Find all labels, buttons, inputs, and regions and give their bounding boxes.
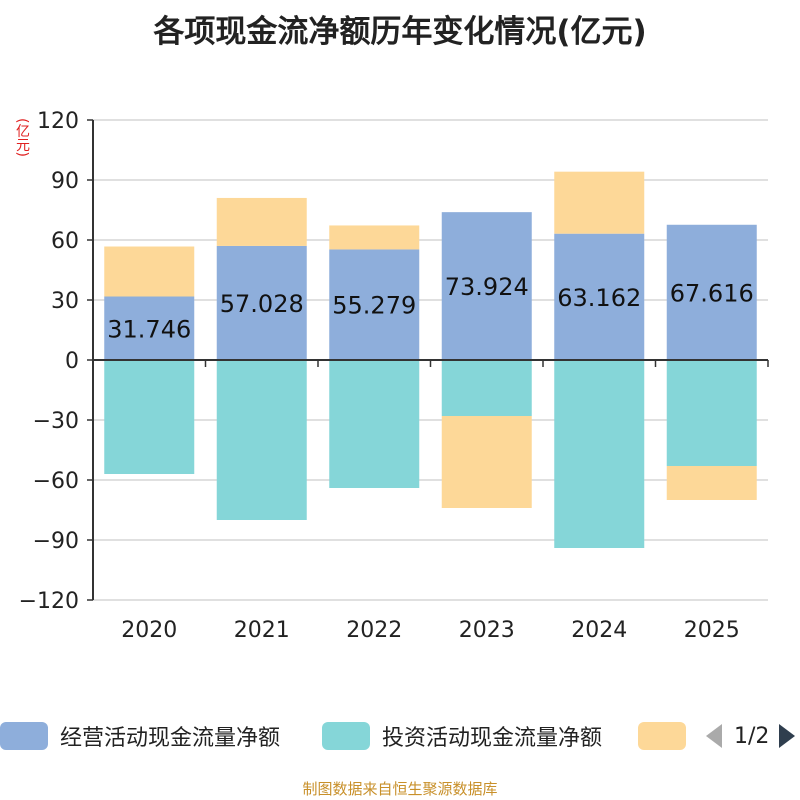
x-tick-label: 2024 (571, 618, 627, 643)
bar-series2-2024 (554, 171, 645, 234)
bar-series0-2021 (216, 245, 307, 360)
legend-swatch-operating (0, 722, 48, 750)
bar-series0-2024 (554, 233, 645, 360)
data-label-2020: 31.746 (107, 315, 191, 343)
x-tick-label: 2020 (121, 618, 177, 643)
bar-series1-2024 (554, 360, 645, 548)
y-tick-label: 0 (65, 349, 79, 374)
y-tick-label: 90 (51, 169, 79, 194)
bar-series2-2025 (666, 466, 757, 500)
bar-series0-2023 (441, 212, 532, 360)
chart-title: 各项现金流净额历年变化情况(亿元) (153, 14, 647, 50)
legend-item-financing[interactable] (638, 720, 698, 752)
bar-series1-2022 (329, 360, 420, 488)
y-tick-label: −30 (33, 409, 79, 434)
data-label-2025: 67.616 (670, 279, 754, 307)
legend-swatch-financing (638, 722, 686, 750)
x-tick-label: 2021 (234, 618, 290, 643)
legend-next-arrow-icon[interactable] (779, 724, 796, 748)
bar-series2-2022 (329, 225, 420, 250)
y-tick-label: −60 (33, 469, 79, 494)
legend-page-indicator: 1/2 (734, 723, 770, 749)
y-tick-label: 30 (51, 289, 79, 314)
bar-series2-2021 (216, 197, 307, 246)
bar-series1-2021 (216, 360, 307, 520)
legend-pager: 1/2 (700, 720, 800, 752)
chart-canvas: 120 90 60 30 0 −30 −60 −90 −120 31.746 2020 57.028 2… (19, 109, 769, 643)
data-label-2023: 73.924 (445, 273, 529, 301)
legend-label-operating: 经营活动现金流量净额 (60, 726, 281, 751)
bar-series0-2025 (666, 224, 757, 360)
y-tick-label: −90 (33, 529, 79, 554)
legend: 经营活动现金流量净额 投资活动现金流量净额 1/2 (0, 712, 800, 760)
data-label-2022: 55.279 (332, 292, 416, 320)
legend-item-investing[interactable]: 投资活动现金流量净额 (322, 720, 602, 752)
bar-series0-2022 (329, 249, 420, 360)
bar-series2-2020 (104, 246, 195, 297)
y-tick-label: 60 (51, 229, 79, 254)
bar-series2-2023 (441, 416, 532, 508)
bar-series1-2020 (104, 360, 195, 474)
y-tick-label: 120 (37, 109, 79, 134)
x-tick-label: 2022 (346, 618, 402, 643)
legend-item-operating[interactable]: 经营活动现金流量净额 (0, 720, 280, 752)
y-tick-label: −120 (19, 589, 79, 614)
legend-swatch-investing (322, 722, 370, 750)
data-source-note: 制图数据来自恒生聚源数据库 (302, 780, 498, 798)
data-label-2024: 63.162 (557, 284, 641, 312)
bar-series1-2025 (666, 360, 757, 466)
x-tick-label: 2023 (459, 618, 515, 643)
bar-series0-2020 (104, 296, 195, 360)
legend-prev-arrow-icon[interactable] (706, 724, 722, 748)
data-label-2021: 57.028 (220, 290, 304, 318)
x-tick-label: 2025 (684, 618, 740, 643)
y-axis-unit: (亿元) (14, 118, 30, 157)
bar-series1-2023 (441, 360, 532, 416)
legend-label-investing: 投资活动现金流量净额 (382, 726, 603, 751)
